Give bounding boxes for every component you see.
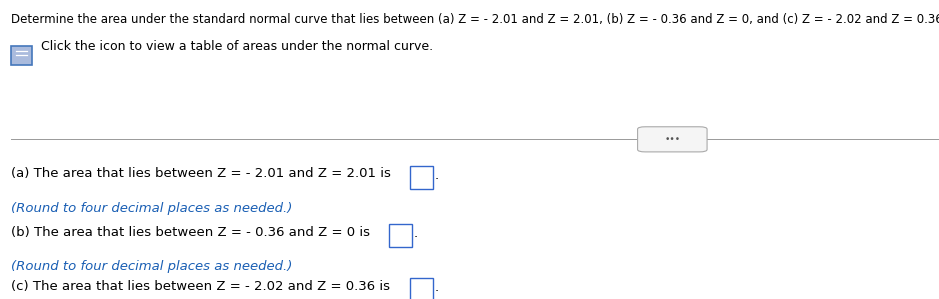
FancyBboxPatch shape — [410, 278, 433, 299]
Text: Click the icon to view a table of areas under the normal curve.: Click the icon to view a table of areas … — [41, 40, 434, 53]
Text: Determine the area under the standard normal curve that lies between (a) Z = - 2: Determine the area under the standard no… — [11, 13, 939, 26]
FancyBboxPatch shape — [410, 166, 433, 189]
Text: •••: ••• — [664, 135, 681, 144]
Text: .: . — [435, 169, 439, 182]
FancyBboxPatch shape — [389, 224, 411, 247]
FancyBboxPatch shape — [638, 127, 707, 152]
FancyBboxPatch shape — [11, 46, 32, 65]
Text: (Round to four decimal places as needed.): (Round to four decimal places as needed.… — [11, 260, 293, 273]
Text: .: . — [413, 228, 418, 240]
Text: (a) The area that lies between Z = - 2.01 and Z = 2.01 is: (a) The area that lies between Z = - 2.0… — [11, 167, 392, 180]
Text: .: . — [435, 281, 439, 294]
Text: (Round to four decimal places as needed.): (Round to four decimal places as needed.… — [11, 202, 293, 215]
Text: (b) The area that lies between Z = - 0.36 and Z = 0 is: (b) The area that lies between Z = - 0.3… — [11, 226, 370, 239]
Text: (c) The area that lies between Z = - 2.02 and Z = 0.36 is: (c) The area that lies between Z = - 2.0… — [11, 280, 391, 292]
